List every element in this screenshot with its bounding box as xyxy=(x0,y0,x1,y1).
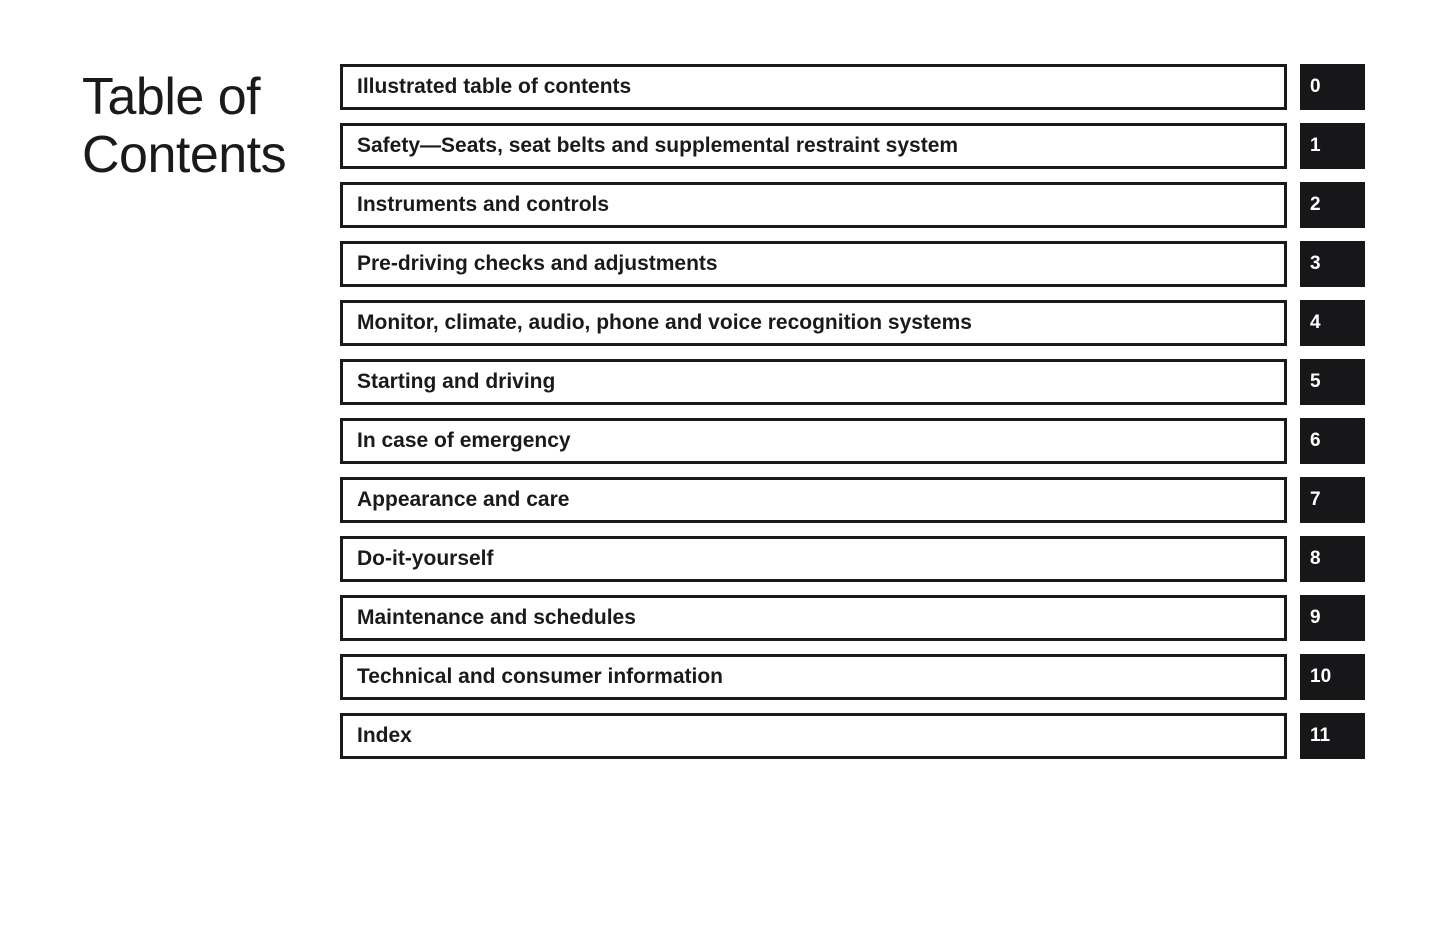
toc-entry-label: In case of emergency xyxy=(340,418,1287,464)
toc-entry-label: Monitor, climate, audio, phone and voice… xyxy=(340,300,1287,346)
toc-row: Starting and driving 5 xyxy=(340,359,1365,405)
heading-column: Table of Contents xyxy=(82,64,340,759)
toc-row: Do-it-yourself 8 xyxy=(340,536,1365,582)
toc-entry-number: 8 xyxy=(1300,536,1365,582)
toc-entry-number: 11 xyxy=(1300,713,1365,759)
toc-entry-label: Illustrated table of contents xyxy=(340,64,1287,110)
toc-list: Illustrated table of contents 0 Safety—Sea… xyxy=(340,64,1365,759)
toc-entry-number: 7 xyxy=(1300,477,1365,523)
toc-entry-label: Do-it-yourself xyxy=(340,536,1287,582)
toc-entry-label: Safety—Seats, seat belts and supplementa… xyxy=(340,123,1287,169)
toc-row: Index 11 xyxy=(340,713,1365,759)
toc-entry-label: Pre-driving checks and adjustments xyxy=(340,241,1287,287)
heading-line-2: Contents xyxy=(82,126,286,184)
toc-row: Safety—Seats, seat belts and supplementa… xyxy=(340,123,1365,169)
toc-entry-label: Index xyxy=(340,713,1287,759)
toc-row: Maintenance and schedules 9 xyxy=(340,595,1365,641)
page-title: Table of Contents xyxy=(82,68,340,184)
toc-entry-number: 0 xyxy=(1300,64,1365,110)
toc-entry-number: 9 xyxy=(1300,595,1365,641)
toc-entry-label: Starting and driving xyxy=(340,359,1287,405)
toc-entry-label: Technical and consumer information xyxy=(340,654,1287,700)
toc-entry-number: 2 xyxy=(1300,182,1365,228)
toc-row: Illustrated table of contents 0 xyxy=(340,64,1365,110)
toc-row: Monitor, climate, audio, phone and voice… xyxy=(340,300,1365,346)
toc-entry-number: 10 xyxy=(1300,654,1365,700)
toc-entry-label: Instruments and controls xyxy=(340,182,1287,228)
toc-row: Technical and consumer information 10 xyxy=(340,654,1365,700)
toc-entry-number: 3 xyxy=(1300,241,1365,287)
toc-entry-number: 6 xyxy=(1300,418,1365,464)
toc-entry-number: 1 xyxy=(1300,123,1365,169)
toc-row: Pre-driving checks and adjustments 3 xyxy=(340,241,1365,287)
toc-row: Instruments and controls 2 xyxy=(340,182,1365,228)
toc-entry-label: Maintenance and schedules xyxy=(340,595,1287,641)
heading-line-1: Table of xyxy=(82,68,260,126)
toc-entry-number: 5 xyxy=(1300,359,1365,405)
toc-entry-label: Appearance and care xyxy=(340,477,1287,523)
toc-row: Appearance and care 7 xyxy=(340,477,1365,523)
toc-container: Table of Contents Illustrated table of c… xyxy=(0,0,1445,759)
toc-row: In case of emergency 6 xyxy=(340,418,1365,464)
toc-entry-number: 4 xyxy=(1300,300,1365,346)
